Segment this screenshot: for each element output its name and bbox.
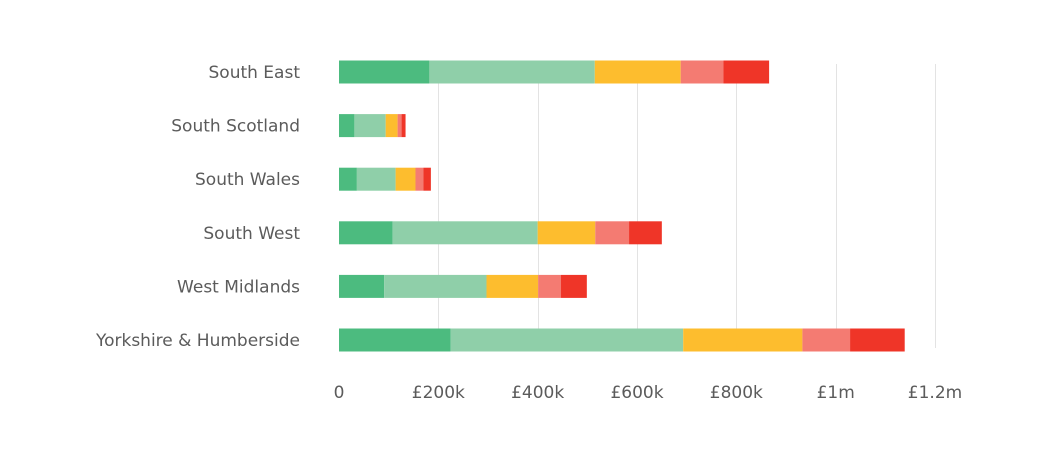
bar-segment <box>683 328 803 352</box>
bar-segment <box>486 274 539 298</box>
category-label: South West <box>203 224 300 244</box>
bar-segment <box>429 60 595 84</box>
bar-segment <box>339 221 393 245</box>
bar-segment <box>423 167 431 191</box>
bar-segment <box>415 167 424 191</box>
bar-segment <box>339 167 357 191</box>
bar-segment <box>392 221 538 245</box>
bar-segment <box>385 114 398 138</box>
bar-segment <box>354 114 386 138</box>
grid-lines <box>438 64 936 348</box>
category-label: West Midlands <box>177 277 300 297</box>
bar-segment <box>680 60 724 84</box>
bar-segment <box>850 328 905 352</box>
x-tick-label: 0 <box>334 383 345 403</box>
bar-segment <box>397 114 402 138</box>
category-label: South Wales <box>195 170 300 190</box>
bar-segment <box>401 114 406 138</box>
bar-segment <box>595 221 630 245</box>
bars <box>339 60 905 352</box>
bar-segment <box>395 167 416 191</box>
bar-segment <box>538 274 562 298</box>
bar-segment <box>802 328 851 352</box>
x-tick-label: £800k <box>710 383 763 403</box>
bar-segment <box>629 221 662 245</box>
bar-segment <box>339 114 355 138</box>
category-label: Yorkshire & Humberside <box>95 331 300 351</box>
bar-segment <box>450 328 684 352</box>
bar-segment <box>537 221 596 245</box>
category-label: South East <box>209 63 301 83</box>
x-tick-label: £1.2m <box>908 383 962 403</box>
x-tick-label: £400k <box>511 383 564 403</box>
bar-segment <box>339 274 385 298</box>
bar-segment <box>339 60 430 84</box>
x-axis-ticks: 0 £200k £400k £600k £800k £1m £1.2m <box>334 383 963 403</box>
category-labels: South East South Scotland South Wales South… <box>95 63 300 351</box>
x-tick-label: £1m <box>817 383 855 403</box>
x-tick-label: £600k <box>610 383 663 403</box>
bar-segment <box>594 60 681 84</box>
category-label: South Scotland <box>171 117 300 137</box>
bar-segment <box>356 167 396 191</box>
bar-segment <box>384 274 487 298</box>
x-tick-label: £200k <box>412 383 465 403</box>
bar-segment <box>561 274 587 298</box>
bar-segment <box>339 328 451 352</box>
bar-segment <box>723 60 770 84</box>
